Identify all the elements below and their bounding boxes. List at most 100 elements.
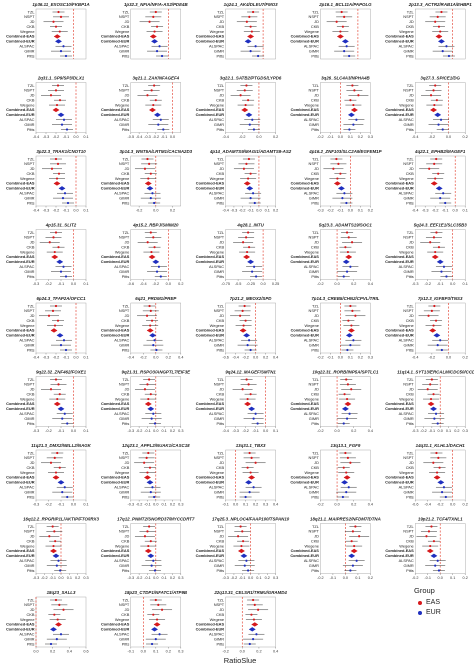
combined-diamond xyxy=(337,34,344,39)
row-label: Pitts xyxy=(217,568,225,573)
row-label: JD xyxy=(125,166,130,171)
x-tick-label: -0.1 xyxy=(49,576,56,580)
x-tick-label: -0.25 xyxy=(246,282,255,286)
x-tick-label: -0.3 xyxy=(43,356,50,360)
forest-panel: 3q27.3_SPICE1/DGTZLNSPTJDCKBWegeneCombin… xyxy=(385,76,468,140)
panel-title: 9q22.32_ZNF462/FOXE1 xyxy=(36,370,87,375)
point-estimate xyxy=(341,495,344,499)
row-label: CKB xyxy=(121,391,129,396)
row-label: Combined-EAS xyxy=(101,254,130,259)
row-label: Wegene xyxy=(399,470,413,475)
combined-diamond xyxy=(57,406,65,412)
x-tick-label: 0.1 xyxy=(446,429,451,433)
row-label: TZL xyxy=(312,9,320,14)
x-tick-label: -0.3 xyxy=(232,429,239,433)
x-tick-label: -0.2 xyxy=(153,135,160,139)
row-label: Wegene xyxy=(20,470,34,475)
forest-panel: 9q24.12_MAGEF/SMTN1TZLNSPTJDCKBWegeneCom… xyxy=(196,370,279,434)
row-label: CKB xyxy=(27,318,35,323)
row-label: Pitts xyxy=(406,421,414,426)
combined-diamond xyxy=(50,548,57,554)
combined-diamond xyxy=(334,181,341,186)
x-tick-label: 0.2 xyxy=(463,576,468,580)
point-estimate xyxy=(250,456,253,459)
forest-panel: 4q22.1_EPHB2/MAGEF1TZLNSPTJDCKBWegeneCom… xyxy=(385,149,468,213)
row-label: NSPT xyxy=(119,235,130,240)
x-tick-label: 0.0 xyxy=(343,576,348,580)
point-estimate xyxy=(153,84,156,87)
x-tick-label: 0.0 xyxy=(73,135,78,139)
point-estimate xyxy=(154,598,157,602)
legend-title: Group xyxy=(414,586,435,595)
row-label: CKB xyxy=(216,244,224,249)
row-label: CKB xyxy=(27,465,35,470)
row-label: Wegene xyxy=(304,543,318,548)
x-tick-label: 0.0 xyxy=(141,650,146,654)
x-tick-label: -0.4 xyxy=(33,356,40,360)
x-tick-label: 0.2 xyxy=(170,576,175,580)
panel-frame xyxy=(225,8,276,60)
x-tick-label: -0.2 xyxy=(45,282,52,286)
panel-title: 16q12.2_RPGRIP1L/AKTIP/FTO/IRX3 xyxy=(23,517,99,522)
point-estimate xyxy=(343,393,346,396)
point-estimate xyxy=(349,99,352,102)
point-estimate xyxy=(253,265,256,268)
row-label: JD xyxy=(30,313,35,318)
combined-diamond xyxy=(153,622,161,627)
x-tick-label: -0.2 xyxy=(239,135,246,139)
point-estimate xyxy=(435,471,439,474)
row-label: JD xyxy=(125,460,130,465)
x-tick-label: -0.2 xyxy=(136,576,143,580)
point-estimate xyxy=(434,84,437,87)
row-label: Combined-EUR xyxy=(196,259,225,264)
panel-frame xyxy=(415,229,466,280)
row-label: NSPT xyxy=(119,88,130,93)
row-label: ALSPAC xyxy=(114,44,129,49)
row-label: Combined-EAS xyxy=(291,475,320,480)
combined-diamond xyxy=(146,186,154,191)
row-label: TZL xyxy=(28,9,36,14)
row-label: NSPT xyxy=(403,382,414,387)
x-tick-label: 0.2 xyxy=(463,135,468,139)
point-estimate xyxy=(339,30,342,33)
panel-title: 14q31.1_KLHL1/DACH1 xyxy=(416,443,466,448)
row-label: TZL xyxy=(217,83,225,88)
row-label: CKB xyxy=(311,244,319,249)
combined-diamond xyxy=(435,186,443,191)
row-label: ALSPAC xyxy=(114,191,129,196)
panel-frame xyxy=(35,82,87,133)
point-estimate xyxy=(349,344,352,347)
point-estimate xyxy=(61,197,65,200)
panel-title: 19p21.2_TCF4/TXNL1 xyxy=(418,517,463,522)
x-tick-label: 0.25 xyxy=(272,282,279,286)
point-estimate xyxy=(148,304,151,308)
point-estimate xyxy=(440,270,443,273)
point-estimate xyxy=(245,236,248,239)
point-estimate xyxy=(56,451,59,455)
row-label: NSPT xyxy=(309,235,320,240)
point-estimate xyxy=(152,236,155,239)
combined-diamond xyxy=(57,480,65,485)
x-tick-label: 0.2 xyxy=(351,429,356,433)
x-tick-label: -0.4 xyxy=(424,503,431,507)
x-tick-label: 0.1 xyxy=(463,209,468,213)
forest-panel: 22q13.31_CELSR1/TRMU/GRAMD4 TZLNSPTJDCKBW… xyxy=(196,590,288,654)
point-estimate xyxy=(57,172,61,175)
panel-title: 7p12.3_IGFBP3/TNS3 xyxy=(418,296,463,301)
x-tick-label: -0.2 xyxy=(136,429,143,433)
point-estimate xyxy=(245,84,248,87)
x-tick-label: 0.1 xyxy=(161,429,166,433)
row-label: Pitts xyxy=(27,421,35,426)
row-label: NSPT xyxy=(24,235,35,240)
row-label: GIMR xyxy=(24,269,34,274)
point-estimate xyxy=(149,393,152,396)
combined-diamond xyxy=(351,107,358,113)
point-estimate xyxy=(341,197,344,200)
row-label: Combined-EAS xyxy=(101,622,130,627)
row-label: NSPT xyxy=(403,88,414,93)
point-estimate xyxy=(54,304,58,308)
eur-dot-icon xyxy=(418,610,422,615)
row-label: CKB xyxy=(121,97,129,102)
combined-diamond xyxy=(435,34,443,39)
panel-title: 6p24.3_TFAP2A/OFCC1 xyxy=(36,296,86,301)
